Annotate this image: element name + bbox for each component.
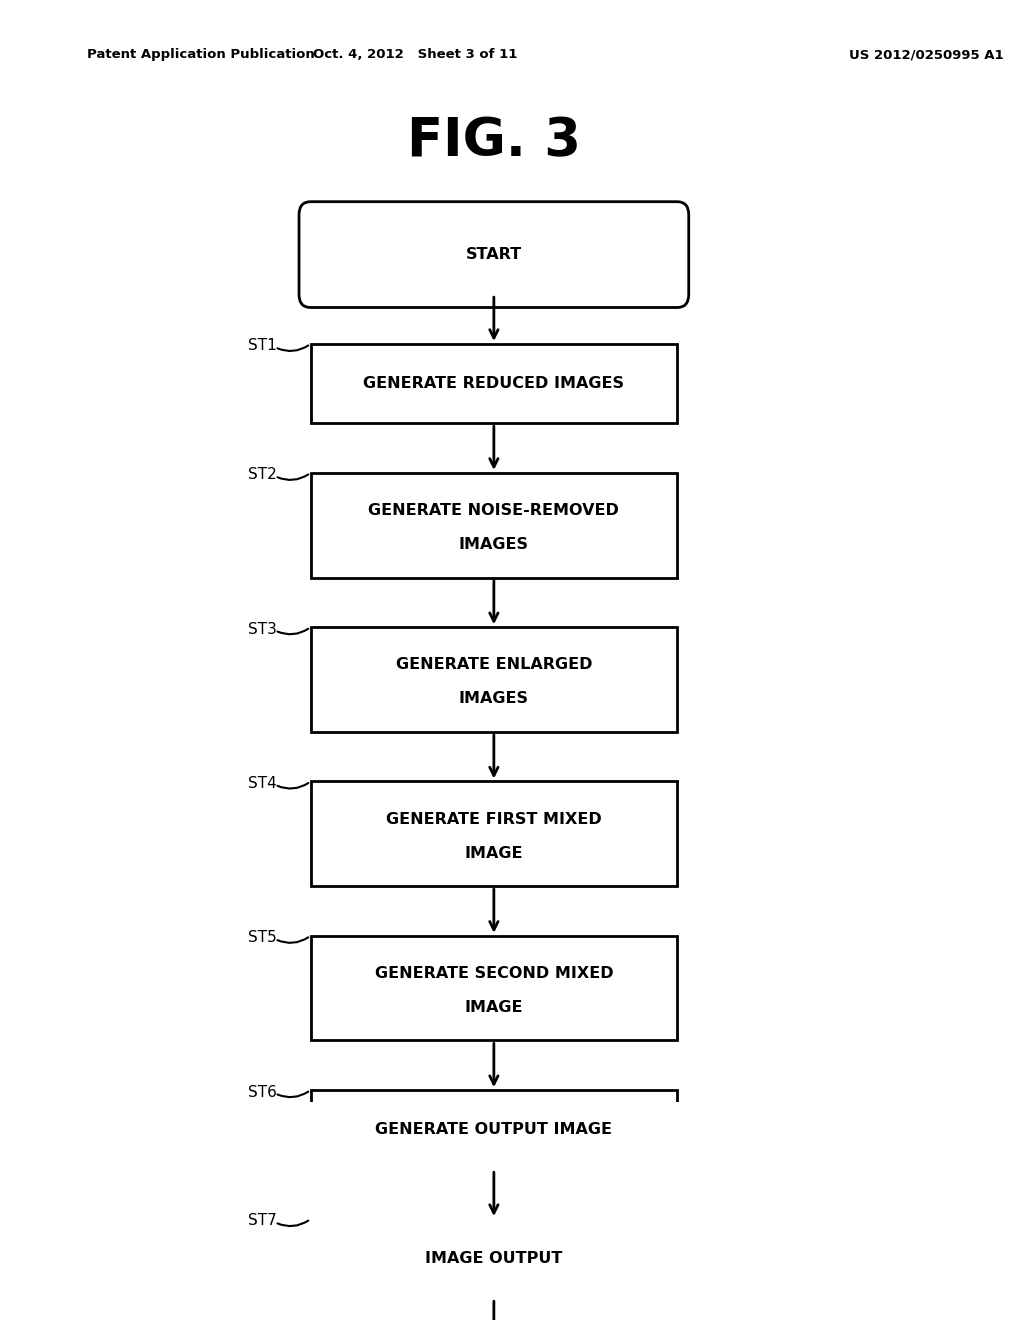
Text: US 2012/0250995 A1: US 2012/0250995 A1: [849, 49, 1004, 62]
Bar: [310, 473, 677, 578]
Bar: [310, 1218, 677, 1299]
Text: GENERATE FIRST MIXED: GENERATE FIRST MIXED: [386, 812, 602, 826]
Text: ST5: ST5: [248, 931, 276, 945]
Text: GENERATE REDUCED IMAGES: GENERATE REDUCED IMAGES: [364, 376, 625, 391]
Bar: [310, 345, 677, 424]
Text: Patent Application Publication: Patent Application Publication: [87, 49, 314, 62]
Text: GENERATE ENLARGED: GENERATE ENLARGED: [395, 657, 592, 672]
Text: GENERATE NOISE-REMOVED: GENERATE NOISE-REMOVED: [369, 503, 620, 519]
Bar: [310, 627, 677, 731]
Text: IMAGE: IMAGE: [465, 846, 523, 861]
Text: GENERATE SECOND MIXED: GENERATE SECOND MIXED: [375, 966, 613, 981]
Text: ST2: ST2: [248, 467, 276, 482]
Text: ST7: ST7: [248, 1213, 276, 1229]
Text: IMAGES: IMAGES: [459, 692, 528, 706]
Text: ST3: ST3: [248, 622, 276, 636]
Text: IMAGE: IMAGE: [465, 1001, 523, 1015]
Bar: [310, 781, 677, 886]
Text: Oct. 4, 2012   Sheet 3 of 11: Oct. 4, 2012 Sheet 3 of 11: [312, 49, 517, 62]
Text: FIG. 3: FIG. 3: [407, 116, 581, 168]
Text: ST1: ST1: [248, 338, 276, 354]
FancyBboxPatch shape: [299, 202, 689, 308]
Text: IMAGES: IMAGES: [459, 537, 528, 552]
Text: GENERATE OUTPUT IMAGE: GENERATE OUTPUT IMAGE: [376, 1122, 612, 1138]
Bar: [310, 1090, 677, 1170]
Text: ST6: ST6: [248, 1085, 276, 1100]
Text: IMAGE OUTPUT: IMAGE OUTPUT: [425, 1251, 562, 1266]
Text: ST4: ST4: [248, 776, 276, 791]
Bar: [310, 936, 677, 1040]
Text: START: START: [466, 247, 522, 263]
